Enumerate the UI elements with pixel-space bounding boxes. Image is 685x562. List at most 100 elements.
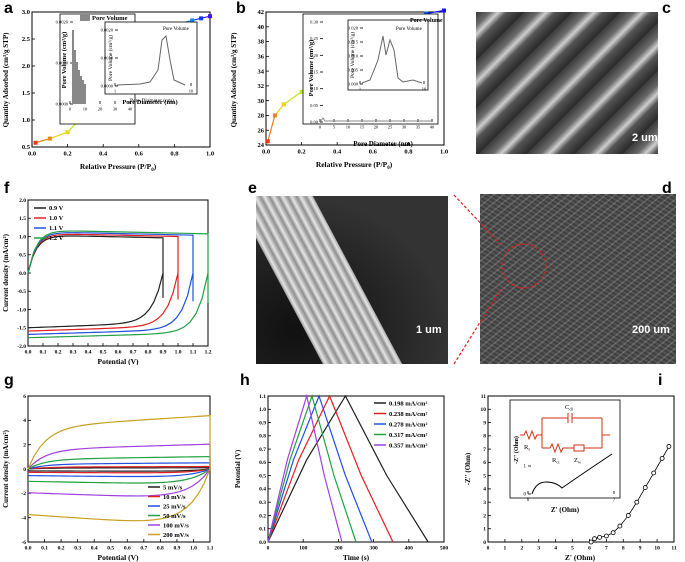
chart-g-xtick-label: 0.5 <box>107 546 114 552</box>
chart-i-xtick-label: 1 <box>504 546 507 552</box>
chart-h-ytick-label: 0.7 <box>259 447 266 453</box>
inner-b-ytick-label: 0.010 <box>348 54 359 59</box>
chart-b-point <box>424 11 429 16</box>
chart-g-ytick-label: 2 <box>23 443 26 449</box>
chart-g-legend-label: 200 mV/s <box>163 532 189 539</box>
inner-a-xtick-label: 10 <box>189 89 194 94</box>
chart-f-xtick-label: 0.4 <box>85 350 92 356</box>
chart-f-xtick-label: 1.1 <box>190 350 197 356</box>
chart-i-point <box>592 536 597 542</box>
chart-a-ytick-label: 2.5 <box>22 36 31 43</box>
chart-g-xtick-label: 0.6 <box>124 546 131 552</box>
chart-i-xlabel: Z' (Ohm) <box>565 553 596 562</box>
chart-b-xtick-label: 1.0 <box>440 149 448 156</box>
inset-a-bar <box>74 50 76 104</box>
chart-h: 0 100 200 300 400 500 0.0 0.1 0.2 0.3 0.4 0.5 0.6 0.7… <box>234 393 448 562</box>
inset-b-xtick-label: 0 <box>319 125 322 130</box>
chart-g-xtick-label: 1.1 <box>207 546 214 552</box>
inset-b-xtick-label: 25 <box>388 125 393 130</box>
chart-f-ytick-label: 0.0 <box>19 271 26 277</box>
chart-b-line-segment <box>283 91 302 105</box>
inset-b-ytick-label: 0.20 <box>310 53 319 58</box>
chart-h-ytick-label: 0.0 <box>259 540 266 546</box>
chart-a-xlabel: Relative Pressure (P/P0) <box>80 162 157 173</box>
chart-i-xtick-label: 3 <box>537 546 540 552</box>
inner-a-curve <box>116 34 186 86</box>
chart-i-frame <box>487 395 675 543</box>
chart-b-ytick-label: 34 <box>258 68 265 75</box>
inner-a-xtick-label: 1 <box>114 89 116 94</box>
chart-g-series-3 <box>27 455 211 484</box>
circuit-rct-label: Rct <box>552 457 560 465</box>
chart-b-ytick-label: 32 <box>258 83 265 90</box>
chart-f-ytick-label: -1.0 <box>17 307 26 313</box>
inset-b-inner-frame <box>347 19 429 91</box>
inner-b-ytick-label: 0.005 <box>348 68 359 73</box>
chart-b-ytick-label: 36 <box>258 54 265 61</box>
chart-b-xtick-label: 0.6 <box>369 149 378 156</box>
chart-g-xtick-label: 0.8 <box>157 546 164 552</box>
chart-f-xtick-label: 0.5 <box>100 350 107 356</box>
panel-b: b 0.0 0.2 0.4 0.6 0.8 1.0 24 26 28 30 32 34 36 38 40 42… <box>228 0 456 185</box>
chart-b-point <box>299 89 304 94</box>
chart-i-xtick-label: 2 <box>520 546 523 552</box>
chart-a-ytick-label: 1.5 <box>22 90 31 97</box>
chart-h-legend-label: 0.198 mA/cm² <box>389 401 427 408</box>
inner-a-ytick-label: 0.0000 <box>101 84 114 89</box>
chart-f-series-2 <box>27 232 194 335</box>
chart-i-xtick-label: 9 <box>639 546 642 552</box>
chart-f-xtick-label: 0.6 <box>115 350 122 356</box>
chart-b-ytick-label: 30 <box>258 98 265 105</box>
panel-f: f 0.0 0.1 0.2 0.3 0.4 0.5 0.6 0.7 0.8 0.9 1.0 1.1 1.… <box>0 180 225 365</box>
chart-i-ytick-label: 7 <box>483 447 486 453</box>
chart-g-xtick-label: 0.2 <box>58 546 65 552</box>
chart-a-frame <box>31 11 211 148</box>
inset-a-bar <box>72 30 74 104</box>
inset-b-xtick-label: 20 <box>374 125 379 130</box>
inset-a-ylabel: Pore Volume (cm³/g) <box>61 32 68 89</box>
inset-a-xtick-label: 40 <box>128 107 133 112</box>
inner-b-ylabel: Pore Volume (cm³/g) <box>349 32 356 78</box>
chart-b-ylabel: Quantity Adsorbed (cm³/g STP) <box>230 32 238 128</box>
inset-a-xtick-label: 0 <box>69 107 72 112</box>
inset-b-xtick-label: 15 <box>360 125 365 130</box>
scale-bar-d: 200 um <box>632 324 670 336</box>
chart-i-xtick-label: 6 <box>588 546 591 552</box>
chart-i-ytick-label: 0 <box>483 540 486 546</box>
chart-i-point <box>610 530 616 536</box>
inset-i-xtick-label: 7 <box>613 498 616 503</box>
scale-bar-e: 1 um <box>416 324 442 336</box>
inset-a-legend-marker <box>80 14 90 21</box>
chart-i-point <box>666 444 672 449</box>
inset-b-xtick-label: 30 <box>402 125 407 130</box>
chart-b-point <box>265 139 270 144</box>
chart-g-ytick-label: -2 <box>21 491 26 497</box>
chart-i-ytick-label: 11 <box>481 394 486 400</box>
panel-e: e 1 um <box>228 180 456 365</box>
chart-a-point <box>208 14 212 19</box>
chart-g: 0.0 0.1 0.2 0.3 0.4 0.5 0.6 0.7 0.8 0.9 1.0 1.1 -6 -4… <box>2 394 214 562</box>
chart-f-ytick-label: 0.5 <box>19 253 26 259</box>
chart-b-xlabel: Relative Pressure (P/P0) <box>316 160 393 171</box>
inset-a-ytick-label: 0.0010 <box>56 61 69 66</box>
chart-h-series-0 <box>267 394 429 543</box>
chart-g-xtick-label: 0.4 <box>91 546 98 552</box>
panel-a: a 0.0 0.2 0.4 0.6 0.8 1.0 0.5 1.0 1.5 2.0 2.5 3.0 0… <box>0 0 225 185</box>
chart-i-xtick-label: 8 <box>622 546 625 552</box>
chart-f-xtick-label: 0.7 <box>130 350 137 356</box>
chart-i-xtick-label: 11 <box>671 546 676 552</box>
inner-b-ytick-label: 0.000 <box>348 82 359 87</box>
chart-g-series-5 <box>27 414 211 522</box>
chart-f-xtick-label: 0.2 <box>55 350 62 356</box>
chart-h-xtick-label: 400 <box>405 546 414 552</box>
chart-g-ylabel: Current density (mA/cm²) <box>2 429 10 507</box>
chart-f-ytick-label: -0.5 <box>17 289 26 295</box>
chart-f-xtick-label: 0.3 <box>70 350 77 356</box>
chart-b-xtick-label: 0.2 <box>298 149 306 156</box>
chart-g-xtick-label: 0.9 <box>173 546 180 552</box>
fiber-e <box>256 196 413 364</box>
chart-i-xtick-label: 0 <box>487 546 490 552</box>
inset-b-ylabel: Pore Volume (cm³/g) <box>308 40 315 97</box>
chart-b-point <box>281 102 286 107</box>
chart-a-xtick-label: 0.6 <box>135 151 144 158</box>
